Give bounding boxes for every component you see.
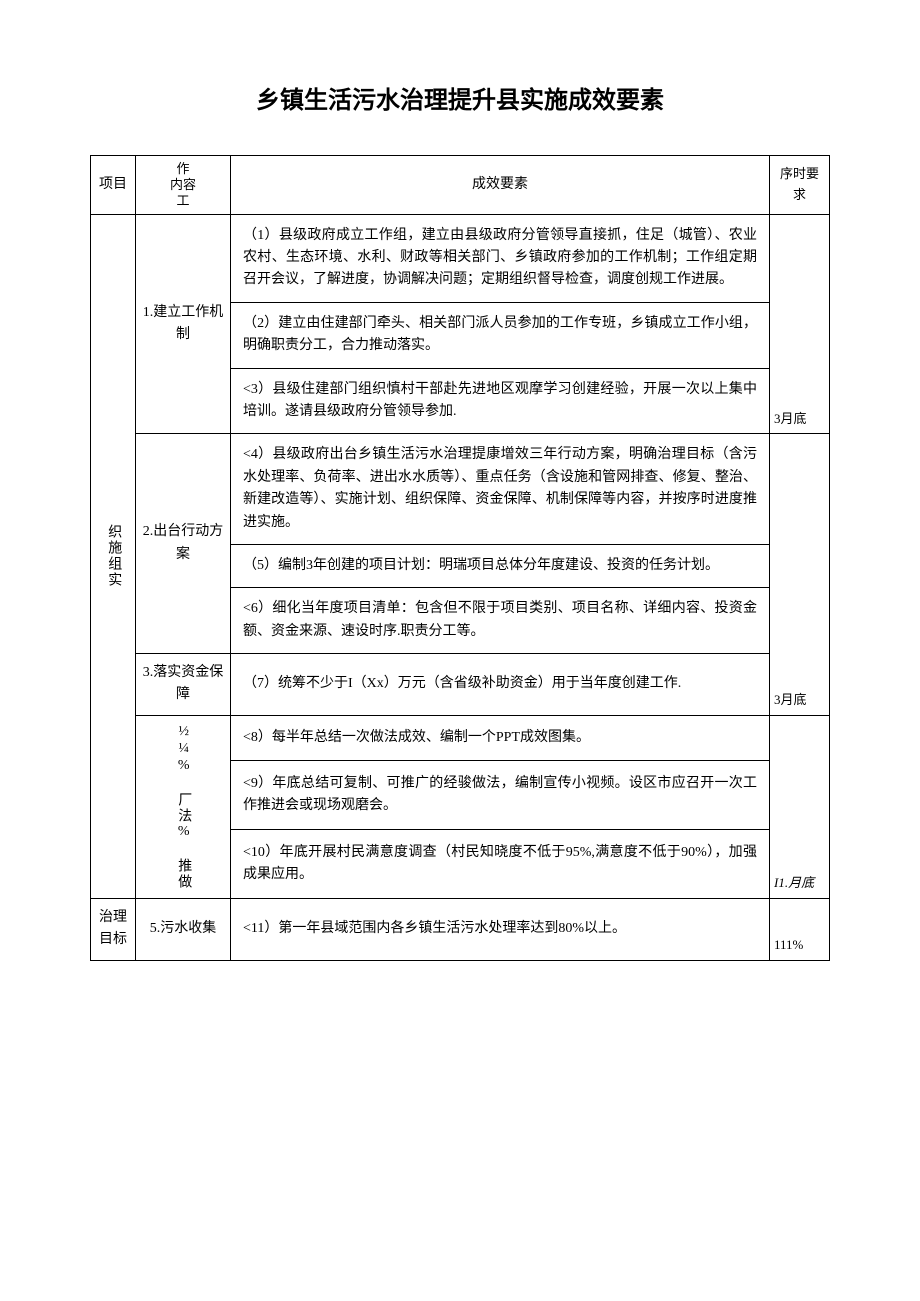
header-project: 项目 [91,156,136,215]
content-2: （2）建立由住建部门牵头、相关部门派人员参加的工作专班，乡镇成立工作小组，明确职… [231,302,770,368]
content-11: <11）第一年县域范围内各乡镇生活污水处理率达到80%以上。 [231,898,770,960]
section-org-label: 织施组实 [91,214,136,898]
content-4: <4）县级政府出台乡镇生活污水治理提康增效三年行动方案，明确治理目标（含污水处理… [231,434,770,545]
content-9: <9）年底总结可复制、可推广的经骏做法，编制宣传小视频。设区市应召开一次工作推进… [231,761,770,830]
content-7: （7）统筹不少于I（Xx）万元（含省级补助资金）用于当年度创建工作. [231,654,770,716]
work-item-5: 5.污水收集 [136,898,231,960]
effectiveness-table: 项目 作 内容 工 成效要素 序时要求 织施组实 1.建立工作机制 （1）县级政… [90,155,830,961]
content-1: （1）县级政府成立工作组，建立由县级政府分管领导直接抓，住足（城管）、农业农村、… [231,214,770,302]
table-header-row: 项目 作 内容 工 成效要素 序时要求 [91,156,830,215]
time-5: 111% [770,898,830,960]
header-content: 成效要素 [231,156,770,215]
time-2: 3月底 [770,434,830,716]
content-5: （5）编制3年创建的项目计划：明瑞项目总体分年度建设、投资的任务计划。 [231,544,770,587]
time-4: I1.月底 [770,715,830,898]
time-1: 3月底 [770,214,830,434]
header-work: 作 内容 工 [136,156,231,215]
work-item-3: 3.落实资金保障 [136,654,231,716]
content-6: <6）细化当年度项目清单：包含但不限于项目类别、项目名称、详细内容、投资金额、资… [231,588,770,654]
table-row: 织施组实 1.建立工作机制 （1）县级政府成立工作组，建立由县级政府分管领导直接… [91,214,830,302]
table-row: ½¼% 厂法% 推做 <8）每半年总结一次做法成效、编制一个PPT成效图集。 I… [91,715,830,760]
table-row: 3.落实资金保障 （7）统筹不少于I（Xx）万元（含省级补助资金）用于当年度创建… [91,654,830,716]
section-goal-label: 治理目标 [91,898,136,960]
content-10: <10）年底开展村民满意度调查（村民知晓度不低于95%,满意度不低于90%），加… [231,830,770,899]
content-3: <3）县级住建部门组织慎村干部赴先进地区观摩学习创建经验，开展一次以上集中培训。… [231,368,770,434]
content-8: <8）每半年总结一次做法成效、编制一个PPT成效图集。 [231,715,770,760]
page-title: 乡镇生活污水治理提升县实施成效要素 [90,80,830,115]
work-item-2: 2.出台行动方案 [136,434,231,654]
table-row: 2.出台行动方案 <4）县级政府出台乡镇生活污水治理提康增效三年行动方案，明确治… [91,434,830,545]
work-item-1: 1.建立工作机制 [136,214,231,434]
header-time: 序时要求 [770,156,830,215]
table-row: 治理目标 5.污水收集 <11）第一年县域范围内各乡镇生活污水处理率达到80%以… [91,898,830,960]
work-item-4: ½¼% 厂法% 推做 [136,715,231,898]
